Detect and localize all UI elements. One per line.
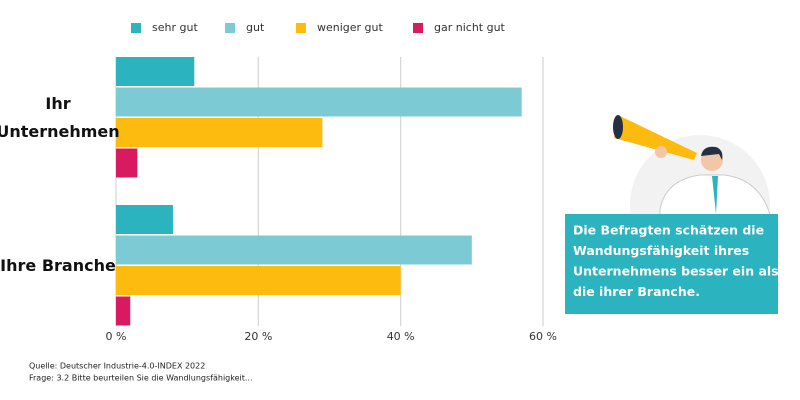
x-tick-label: 0 %	[106, 330, 127, 343]
legend-label: gut	[246, 21, 265, 34]
category-label: Ihr Unternehmen	[0, 94, 120, 141]
telescope	[614, 116, 697, 160]
callout-text: Unternehmens besser ein als	[573, 264, 779, 279]
note: Frage: 3.2 Bitte beurteilen Sie die Wand…	[29, 374, 253, 383]
bar	[116, 87, 522, 117]
category-label: Ihre Branche	[0, 256, 116, 275]
hand	[655, 146, 667, 158]
callout-text: die ihrer Branche.	[573, 284, 700, 299]
legend-label: weniger gut	[317, 21, 384, 34]
x-tick-label: 40 %	[387, 330, 415, 343]
x-tick-label: 60 %	[529, 330, 557, 343]
illustration	[565, 115, 778, 314]
source: Quelle: Deutscher Industrie-4.0-INDEX 20…	[29, 362, 205, 371]
bar	[116, 118, 323, 147]
legend-label: sehr gut	[152, 21, 198, 34]
bar	[116, 57, 195, 86]
tie	[712, 176, 718, 214]
telescope-end	[613, 115, 623, 139]
callout-text: Die Befragten schätzen die	[573, 223, 764, 238]
bar	[116, 235, 472, 265]
x-tick-label: 20 %	[244, 330, 272, 343]
hair	[701, 146, 723, 160]
bar	[116, 205, 173, 234]
legend-swatch	[413, 23, 423, 33]
legend-swatch	[296, 23, 306, 33]
legend-label: gar nicht gut	[434, 21, 506, 34]
legend-swatch	[131, 23, 141, 33]
bar	[116, 296, 131, 326]
bar	[116, 266, 401, 295]
callout-box	[565, 214, 778, 314]
legend-swatch	[225, 23, 235, 33]
bar	[116, 148, 138, 178]
callout-text: Wandungsfähigkeit ihres	[573, 243, 749, 258]
